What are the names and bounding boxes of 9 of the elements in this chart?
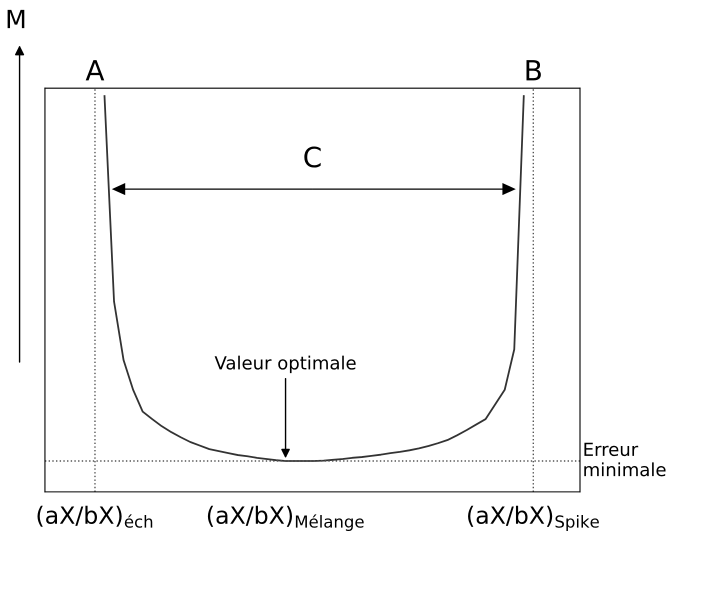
x-tick-label: (aX/bX)$_{Mélange}$: [208, 506, 364, 532]
ref-line-label: B: [526, 60, 541, 80]
annotation: C: [304, 146, 321, 168]
x-tick-label: (aX/bX)$_{Spike}$: [468, 506, 599, 532]
ref-line-label: Erreur minimale: [584, 442, 666, 476]
annotation: Valeur optimale: [214, 356, 356, 374]
x-tick-label: (aX/bX)$_{éch}$: [38, 506, 152, 528]
ref-line-label: A: [86, 60, 104, 80]
y-axis-title: M: [8, 10, 24, 28]
